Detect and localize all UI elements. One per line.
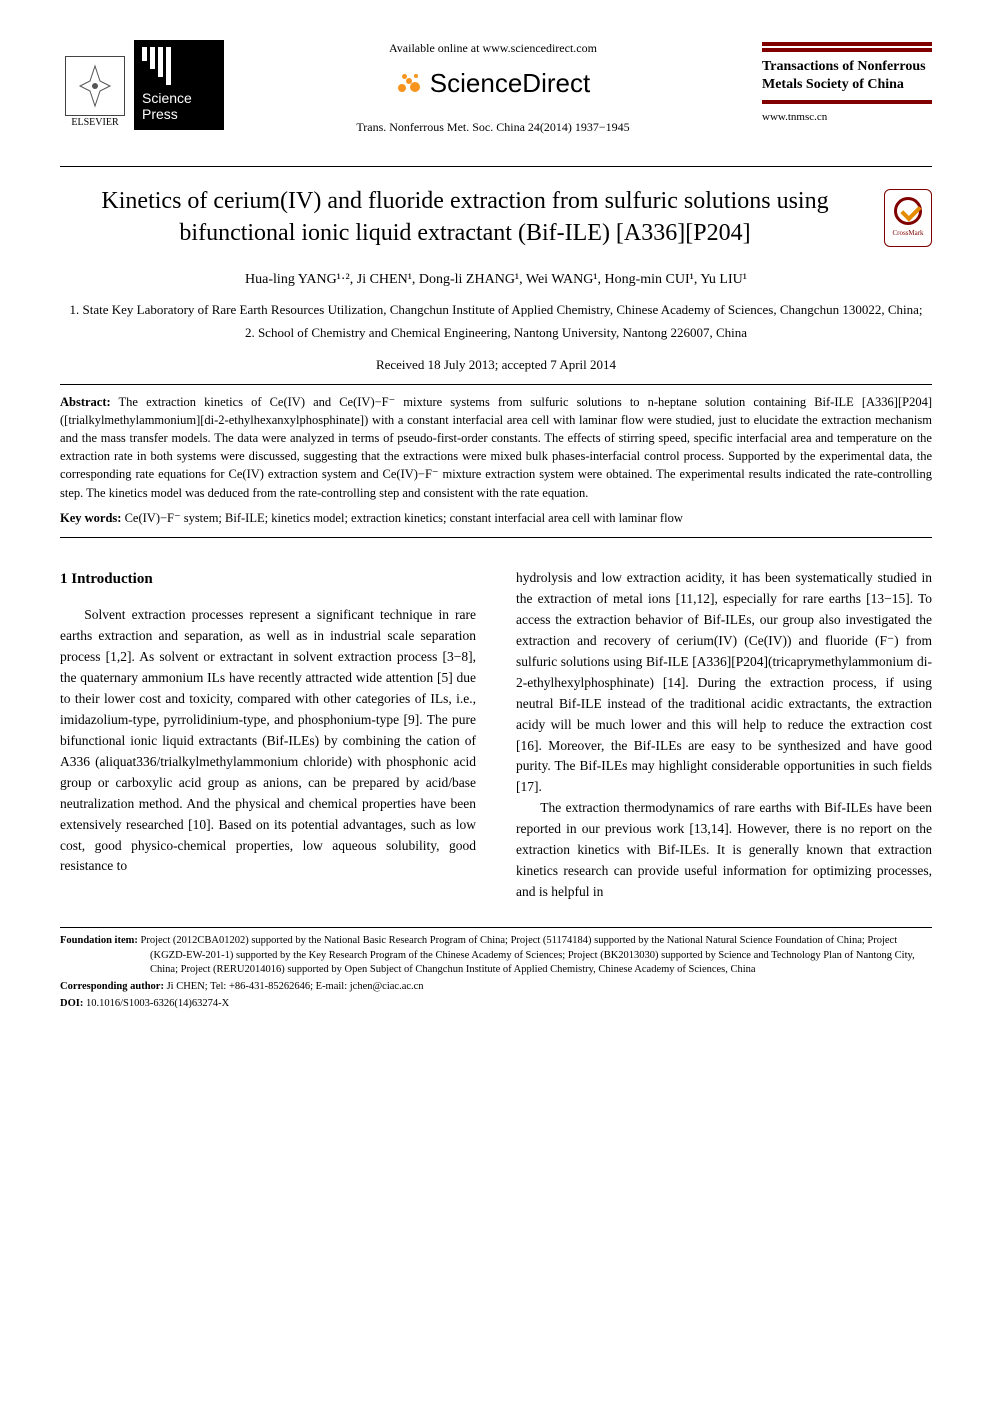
foundation-item: Foundation item: Project (2012CBA01202) … bbox=[60, 934, 932, 978]
crossmark-label: CrossMark bbox=[892, 229, 923, 239]
authors-list: Hua-ling YANG¹·², Ji CHEN¹, Dong-li ZHAN… bbox=[60, 270, 932, 290]
science-press-line1: Science bbox=[142, 91, 216, 106]
intro-paragraph-2a: hydrolysis and low extraction acidity, i… bbox=[516, 568, 932, 798]
corresponding-author: Corresponding author: Ji CHEN; Tel: +86-… bbox=[60, 980, 932, 995]
abstract-bottom-rule bbox=[60, 537, 932, 538]
elsevier-logo: ELSEVIER bbox=[60, 40, 130, 130]
abstract-label: Abstract: bbox=[60, 395, 111, 409]
article-title-row: Kinetics of cerium(IV) and fluoride extr… bbox=[60, 177, 932, 258]
affiliation-1: 1. State Key Laboratory of Rare Earth Re… bbox=[60, 301, 932, 319]
journal-rule-bottom bbox=[762, 100, 932, 104]
doi-line: DOI: 10.1016/S1003-6326(14)63274-X bbox=[60, 997, 932, 1012]
journal-url[interactable]: www.tnmsc.cn bbox=[762, 110, 932, 125]
journal-title-block: Transactions of Nonferrous Metals Societ… bbox=[762, 40, 932, 126]
science-press-line2: Press bbox=[142, 107, 216, 122]
foundation-label: Foundation item: bbox=[60, 935, 138, 946]
sciencedirect-icon bbox=[396, 70, 422, 96]
science-press-logo: Science Press bbox=[134, 40, 224, 130]
column-left: 1 Introduction Solvent extraction proces… bbox=[60, 568, 476, 903]
section-1-heading: 1 Introduction bbox=[60, 568, 476, 591]
sciencedirect-text: ScienceDirect bbox=[430, 65, 590, 101]
corresponding-text: Ji CHEN; Tel: +86-431-85262646; E-mail: … bbox=[167, 981, 424, 992]
corresponding-label: Corresponding author: bbox=[60, 981, 164, 992]
journal-header: ELSEVIER Science Press Available online … bbox=[60, 40, 932, 136]
available-online-text: Available online at www.sciencedirect.co… bbox=[244, 40, 742, 57]
abstract-top-rule bbox=[60, 384, 932, 385]
page-footer: Foundation item: Project (2012CBA01202) … bbox=[60, 927, 932, 1011]
doi-text: 10.1016/S1003-6326(14)63274-X bbox=[86, 998, 229, 1009]
journal-title: Transactions of Nonferrous Metals Societ… bbox=[762, 58, 932, 94]
citation-line: Trans. Nonferrous Met. Soc. China 24(201… bbox=[244, 119, 742, 136]
intro-paragraph-2b: The extraction thermodynamics of rare ea… bbox=[516, 798, 932, 903]
abstract-block: Abstract: The extraction kinetics of Ce(… bbox=[60, 393, 932, 502]
sciencedirect-logo: ScienceDirect bbox=[396, 65, 590, 101]
elsevier-tree-icon bbox=[65, 56, 125, 116]
header-center: Available online at www.sciencedirect.co… bbox=[224, 40, 762, 136]
crossmark-badge[interactable]: CrossMark bbox=[884, 189, 932, 247]
affiliation-2: 2. School of Chemistry and Chemical Engi… bbox=[60, 324, 932, 342]
abstract-text: The extraction kinetics of Ce(IV) and Ce… bbox=[60, 395, 932, 500]
elsevier-label: ELSEVIER bbox=[71, 116, 118, 130]
header-divider bbox=[60, 166, 932, 167]
keywords-label: Key words: bbox=[60, 511, 121, 525]
crossmark-check-icon bbox=[894, 197, 922, 225]
keywords-block: Key words: Ce(IV)−F⁻ system; Bif-ILE; ki… bbox=[60, 510, 932, 528]
science-press-bars-icon bbox=[142, 47, 216, 85]
publisher-logos: ELSEVIER Science Press bbox=[60, 40, 224, 130]
journal-rule-top bbox=[762, 42, 932, 46]
column-right: hydrolysis and low extraction acidity, i… bbox=[516, 568, 932, 903]
doi-label: DOI: bbox=[60, 998, 83, 1009]
intro-paragraph-1: Solvent extraction processes represent a… bbox=[60, 605, 476, 877]
body-columns: 1 Introduction Solvent extraction proces… bbox=[60, 568, 932, 903]
article-title: Kinetics of cerium(IV) and fluoride extr… bbox=[60, 177, 870, 258]
received-accepted-dates: Received 18 July 2013; accepted 7 April … bbox=[60, 356, 932, 374]
foundation-text: Project (2012CBA01202) supported by the … bbox=[141, 935, 915, 975]
journal-rule-top2 bbox=[762, 48, 932, 52]
keywords-text: Ce(IV)−F⁻ system; Bif-ILE; kinetics mode… bbox=[125, 511, 683, 525]
